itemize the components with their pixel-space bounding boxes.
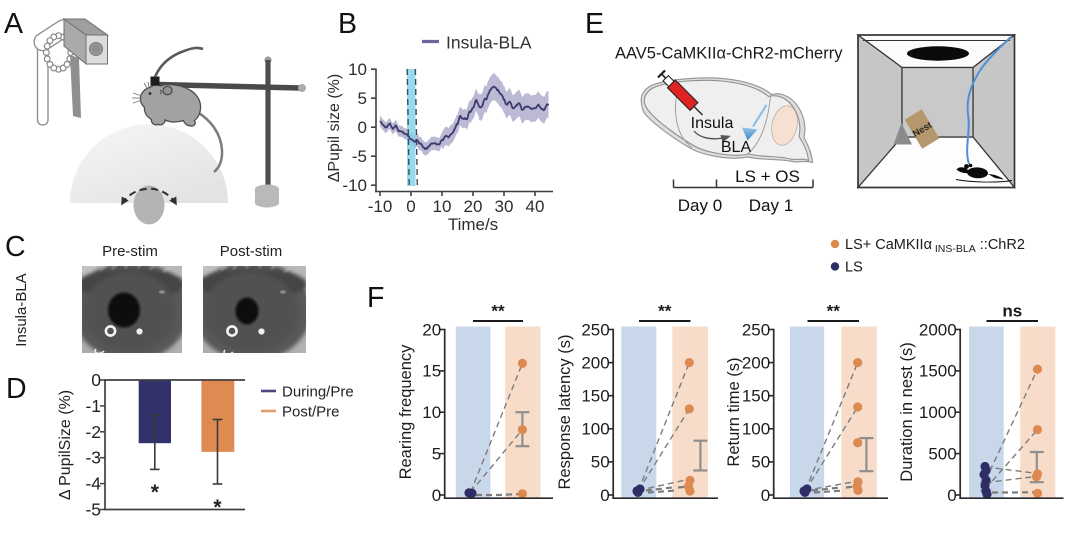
svg-text:-10: -10: [368, 197, 393, 216]
svg-text:F: F: [367, 282, 384, 314]
svg-text:Pre-stim: Pre-stim: [102, 243, 158, 260]
svg-text:500: 500: [928, 444, 956, 463]
svg-text:-2: -2: [85, 422, 101, 442]
svg-text:-5: -5: [352, 147, 367, 166]
svg-text:LS: LS: [845, 260, 863, 276]
svg-text:Time/s: Time/s: [448, 215, 498, 234]
svg-text:10: 10: [422, 403, 441, 422]
svg-text:-1: -1: [85, 396, 101, 416]
svg-text:20: 20: [464, 197, 483, 216]
svg-text:**: **: [827, 302, 841, 321]
svg-text:0: 0: [947, 486, 956, 505]
svg-text:-10: -10: [342, 176, 367, 195]
svg-text:150: 150: [742, 387, 770, 406]
svg-text:100: 100: [581, 420, 609, 439]
svg-text:Day 1: Day 1: [749, 196, 793, 215]
svg-text:**: **: [491, 302, 505, 321]
svg-text:E: E: [585, 8, 604, 40]
svg-text:50: 50: [751, 453, 770, 472]
svg-text:0: 0: [761, 486, 770, 505]
svg-text:1500: 1500: [919, 362, 957, 381]
svg-text:Return time (s): Return time (s): [725, 357, 743, 466]
svg-text:1000: 1000: [919, 403, 957, 422]
svg-text:10: 10: [348, 60, 367, 79]
svg-text:20: 20: [422, 320, 441, 339]
svg-text:During/Pre: During/Pre: [282, 384, 354, 401]
svg-text:C: C: [5, 231, 26, 263]
svg-text:ns: ns: [1002, 302, 1022, 321]
svg-text:-3: -3: [85, 448, 101, 468]
svg-text:**: **: [658, 302, 672, 321]
svg-text:0: 0: [432, 486, 441, 505]
svg-text:-4: -4: [85, 474, 101, 494]
svg-text:5: 5: [358, 89, 367, 108]
svg-text:BLA: BLA: [721, 139, 752, 156]
svg-text:15: 15: [422, 362, 441, 381]
svg-text:250: 250: [581, 320, 609, 339]
svg-text:B: B: [338, 8, 357, 40]
svg-text:100: 100: [742, 420, 770, 439]
svg-text:250: 250: [742, 320, 770, 339]
svg-text:AAV5-CaMKIIα-ChR2-mCherry: AAV5-CaMKIIα-ChR2-mCherry: [615, 45, 843, 63]
svg-text:0: 0: [358, 118, 367, 137]
svg-text:200: 200: [742, 353, 770, 372]
svg-text:Insula-BLA: Insula-BLA: [13, 273, 30, 346]
svg-text:*: *: [151, 481, 160, 504]
svg-text:0: 0: [406, 197, 415, 216]
svg-text:5: 5: [432, 444, 441, 463]
svg-text:Insula: Insula: [691, 115, 734, 132]
svg-text:40: 40: [526, 197, 545, 216]
svg-text:10: 10: [433, 197, 452, 216]
svg-text:Rearing frequency: Rearing frequency: [397, 344, 415, 480]
svg-text:0: 0: [600, 486, 609, 505]
svg-text:0: 0: [91, 370, 101, 390]
svg-text:Post/Pre: Post/Pre: [282, 404, 340, 421]
svg-text:150: 150: [581, 387, 609, 406]
svg-text:200: 200: [581, 353, 609, 372]
svg-text:Δ PupilSize (%): Δ PupilSize (%): [57, 390, 74, 500]
svg-text:Duration in nest (s): Duration in nest (s): [898, 342, 916, 481]
svg-text:Post-stim: Post-stim: [220, 243, 283, 260]
svg-text:50: 50: [591, 453, 610, 472]
svg-text:2000: 2000: [919, 320, 957, 339]
svg-text:ΔPupil size (%): ΔPupil size (%): [326, 74, 343, 183]
svg-text:LS + OS: LS + OS: [735, 167, 800, 186]
svg-text:A: A: [4, 8, 23, 40]
svg-text:-5: -5: [85, 500, 101, 520]
svg-text:*: *: [213, 496, 222, 519]
svg-text:Insula-BLA: Insula-BLA: [446, 33, 532, 53]
svg-text:30: 30: [495, 197, 514, 216]
svg-text:Day 0: Day 0: [678, 196, 722, 215]
svg-text:Response latency (s): Response latency (s): [556, 335, 574, 490]
svg-text:D: D: [6, 373, 27, 405]
